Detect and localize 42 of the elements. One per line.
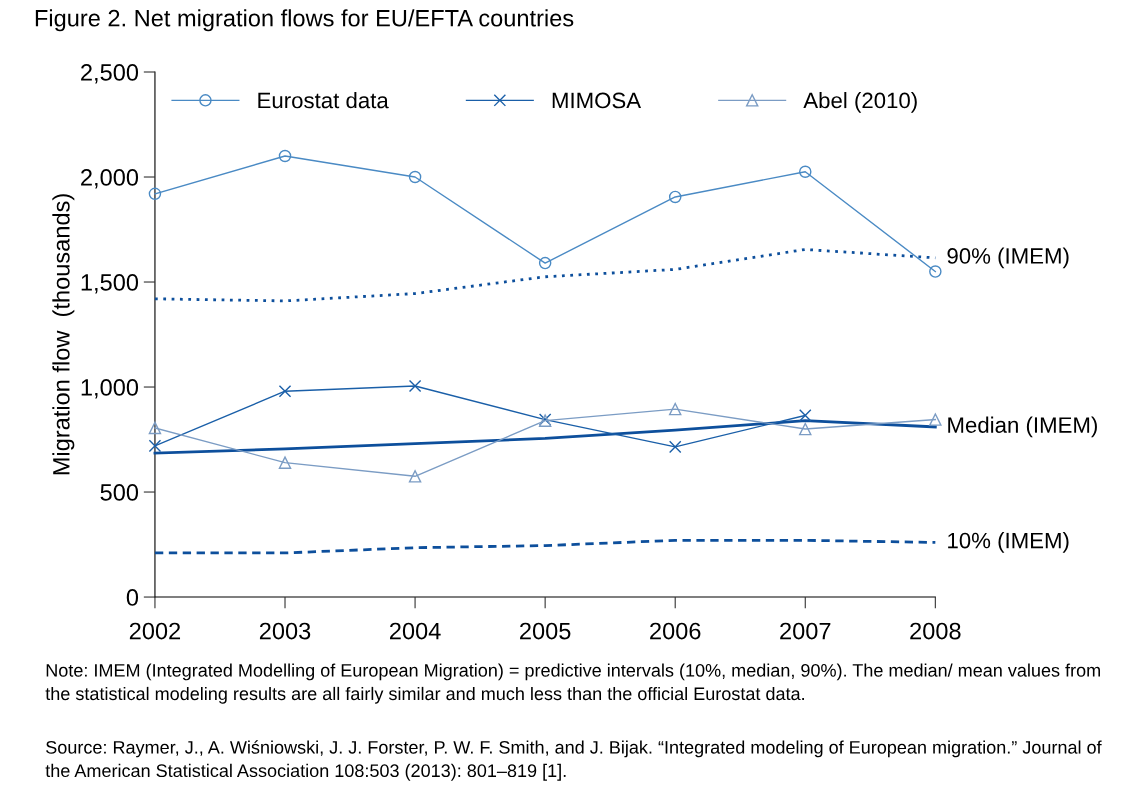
- point: [148, 421, 162, 435]
- point: [799, 409, 812, 422]
- x-tick-label: 2004: [390, 622, 441, 640]
- y-tick-label: 1,000: [81, 379, 139, 399]
- x-tick-label: 2008: [910, 622, 961, 640]
- source-note: Source: Raymer, J., A. Wiśniowski, J. J. Forster, P. W. F. Smith, and J. Bijak. “Integrated modeling of European migration.” Journal of the American Statistical Association 108:503 (2013): 801–819 [1].: [45, 740, 1102, 781]
- legend-label: Eurostat data: [258, 92, 389, 109]
- point: [148, 187, 162, 201]
- y-tick-label: 1,500: [81, 274, 139, 294]
- x-tick-label: 2003: [259, 622, 311, 640]
- point: [278, 456, 292, 469]
- point: [538, 256, 552, 270]
- point: [799, 165, 812, 179]
- y-axis-title: Migration flow (thousands): [52, 194, 75, 475]
- x-tick-label: 2007: [780, 622, 831, 640]
- series-label: 90% (IMEM): [947, 247, 1069, 269]
- point: [668, 402, 682, 416]
- point: [278, 384, 292, 398]
- point: [668, 190, 682, 204]
- y-tick-label: 2,500: [81, 64, 139, 84]
- x-tick-label: 2006: [650, 622, 701, 640]
- series-label: Median (IMEM): [948, 416, 1097, 438]
- point: [278, 149, 292, 163]
- point: [668, 440, 682, 454]
- y-tick-label: 0: [126, 589, 139, 606]
- legend-label: MIMOSA: [552, 92, 642, 109]
- chart-title: Figure 2. Net migration flows for EU/EFTA countries: [35, 9, 574, 32]
- legend-label: Abel (2010): [803, 92, 917, 113]
- x-tick-label: 2005: [520, 622, 571, 640]
- point: [408, 170, 422, 184]
- y-tick-label: 500: [100, 484, 139, 501]
- point: [929, 265, 942, 278]
- x-tick-label: 2002: [129, 622, 181, 640]
- text: Note: IMEM (Integrated Modelling of European Migration) = predictive intervals (10%, median, 90%). The median/ mean values from the statistical modeling results are all fairly similar and much less than the official Eurostat data.: [45, 663, 1100, 704]
- point: [408, 470, 422, 483]
- series-label: 10% (IMEM): [948, 532, 1069, 553]
- y-tick-label: 2,000: [81, 169, 139, 189]
- line-series: [153, 538, 937, 555]
- point: [929, 413, 942, 426]
- point: [408, 379, 422, 393]
- point: [799, 422, 812, 436]
- point: [148, 439, 162, 453]
